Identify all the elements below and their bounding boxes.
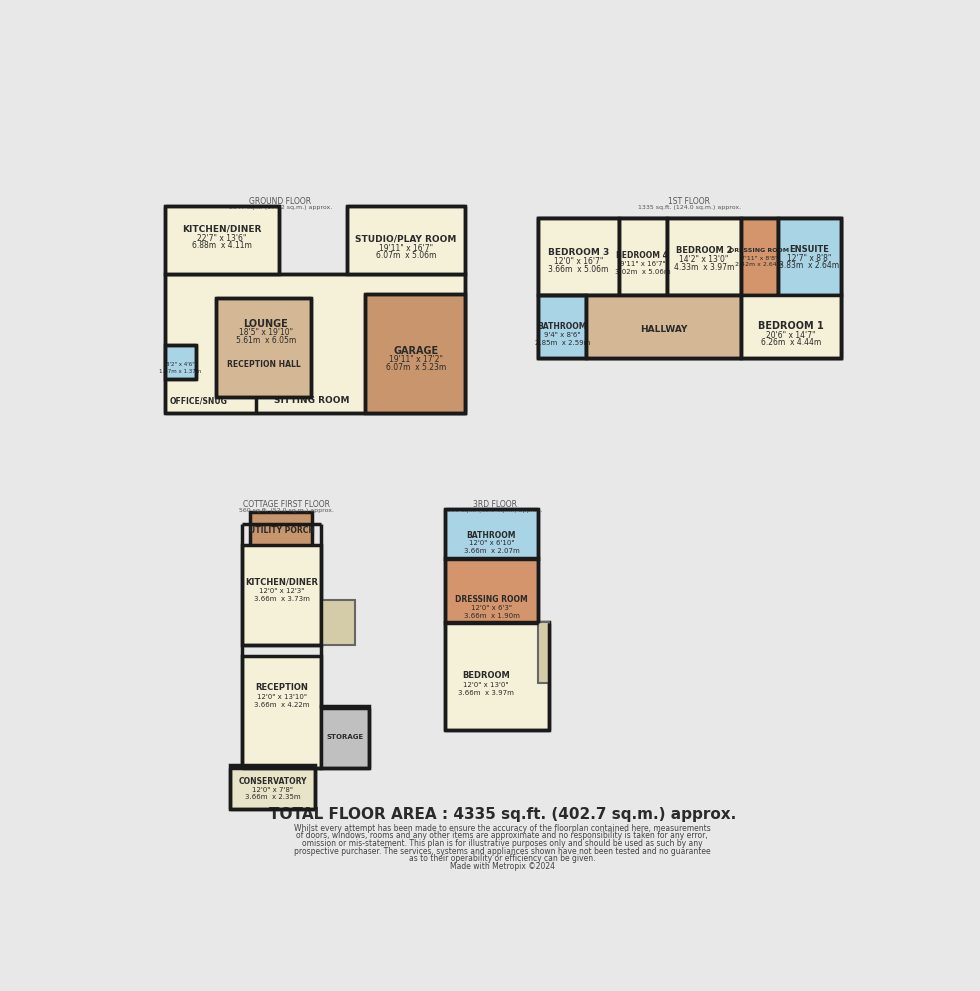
Text: 22'7" x 13'6": 22'7" x 13'6" — [197, 234, 247, 243]
Text: BATHROOM: BATHROOM — [466, 531, 516, 540]
Text: GROUND FLOOR: GROUND FLOOR — [250, 197, 312, 206]
Text: Made with Metropix ©2024: Made with Metropix ©2024 — [450, 862, 555, 871]
Bar — [445, 621, 549, 729]
Bar — [347, 206, 465, 274]
Bar — [321, 707, 369, 768]
Text: BEDROOM 4: BEDROOM 4 — [616, 251, 668, 260]
Text: KITCHEN/DINER: KITCHEN/DINER — [246, 577, 318, 587]
Text: 18'5" x 19'10": 18'5" x 19'10" — [239, 328, 293, 338]
Bar — [445, 558, 538, 623]
Text: 7'11" x 8'8": 7'11" x 8'8" — [741, 256, 778, 261]
Text: 4.33m  x 3.97m: 4.33m x 3.97m — [674, 263, 734, 273]
Text: 3.66m  x 4.22m: 3.66m x 4.22m — [254, 702, 310, 708]
Text: 6.07m  x 5.06m: 6.07m x 5.06m — [375, 252, 436, 261]
Text: 9'4" x 8'6": 9'4" x 8'6" — [544, 332, 580, 338]
Text: 19'11" x 17'2": 19'11" x 17'2" — [389, 356, 443, 365]
Text: OFFICE/SNUG: OFFICE/SNUG — [170, 396, 227, 405]
Bar — [741, 295, 841, 358]
Bar — [538, 295, 586, 358]
Text: BEDROOM 3: BEDROOM 3 — [548, 248, 610, 257]
Text: 5.61m  x 6.05m: 5.61m x 6.05m — [236, 336, 296, 345]
Text: ENSUITE: ENSUITE — [790, 245, 829, 254]
Text: of doors, windows, rooms and any other items are approximate and no responsibili: of doors, windows, rooms and any other i… — [296, 831, 709, 840]
Text: 12'0" x 6'10": 12'0" x 6'10" — [468, 540, 514, 546]
Text: 3.66m  x 3.73m: 3.66m x 3.73m — [254, 596, 310, 602]
Text: TOTAL FLOOR AREA : 4335 sq.ft. (402.7 sq.m.) approx.: TOTAL FLOOR AREA : 4335 sq.ft. (402.7 sq… — [269, 807, 736, 822]
Text: 1335 sq.ft. (124.0 sq.m.) approx.: 1335 sq.ft. (124.0 sq.m.) approx. — [638, 205, 741, 210]
Text: 19'11" x 16'7": 19'11" x 16'7" — [379, 244, 433, 253]
Text: 12'7" x 8'8": 12'7" x 8'8" — [787, 254, 832, 263]
Text: 8'2" x 4'6": 8'2" x 4'6" — [166, 362, 195, 367]
Text: 12'0" x 12'3": 12'0" x 12'3" — [260, 588, 305, 594]
Text: 560 sq.ft. (52.0 sq.m.) approx.: 560 sq.ft. (52.0 sq.m.) approx. — [239, 508, 334, 513]
Bar — [251, 511, 312, 547]
Text: STORAGE: STORAGE — [326, 734, 364, 740]
Text: DRESSING ROOM: DRESSING ROOM — [729, 248, 790, 253]
Text: 3.66m  x 2.35m: 3.66m x 2.35m — [245, 794, 301, 800]
Bar — [741, 218, 778, 295]
Bar — [230, 765, 316, 809]
Text: 12'0" x 16'7": 12'0" x 16'7" — [554, 257, 603, 266]
Text: 6.88m  x 4.11m: 6.88m x 4.11m — [192, 242, 252, 251]
Bar — [538, 621, 549, 684]
Text: 12'0" x 13'10": 12'0" x 13'10" — [257, 694, 307, 701]
Bar — [538, 218, 841, 358]
Text: as to their operability or efficiency can be given.: as to their operability or efficiency ca… — [409, 854, 596, 863]
Text: omission or mis-statement. This plan is for illustrative purposes only and shoul: omission or mis-statement. This plan is … — [302, 839, 703, 848]
Bar — [242, 656, 321, 768]
Bar — [165, 345, 196, 380]
Text: LOUNGE: LOUNGE — [243, 319, 288, 329]
Text: 12'0" x 13'0": 12'0" x 13'0" — [464, 682, 509, 688]
Text: 9'11" x 16'7": 9'11" x 16'7" — [619, 262, 665, 268]
Text: BATHROOM: BATHROOM — [538, 321, 587, 331]
Text: STUDIO/PLAY ROOM: STUDIO/PLAY ROOM — [356, 235, 457, 244]
Bar — [321, 601, 355, 645]
Bar — [538, 218, 618, 295]
Bar — [216, 298, 312, 396]
Text: RECEPTION: RECEPTION — [256, 684, 309, 693]
Text: 1.67m x 1.37m: 1.67m x 1.37m — [160, 369, 202, 374]
Text: 20'6" x 14'7": 20'6" x 14'7" — [766, 331, 815, 340]
Text: 12'0" x 7'8": 12'0" x 7'8" — [252, 787, 293, 793]
Text: 3.66m  x 1.90m: 3.66m x 1.90m — [464, 612, 519, 618]
Text: 6.26m  x 4.44m: 6.26m x 4.44m — [760, 339, 821, 348]
Text: 12'0" x 6'3": 12'0" x 6'3" — [471, 605, 512, 610]
Text: SITTING ROOM: SITTING ROOM — [274, 396, 350, 405]
Text: 2047 sq.ft. (190.2 sq.m.) approx.: 2047 sq.ft. (190.2 sq.m.) approx. — [229, 205, 332, 210]
Text: 3.83m  x 2.64m: 3.83m x 2.64m — [779, 262, 840, 271]
Text: 393 sq.ft. (36.5 sq.m.) approx.: 393 sq.ft. (36.5 sq.m.) approx. — [447, 508, 542, 513]
Text: Whilst every attempt has been made to ensure the accuracy of the floorplan conta: Whilst every attempt has been made to en… — [294, 824, 710, 832]
Text: GARAGE: GARAGE — [393, 346, 439, 356]
Text: KITCHEN/DINER: KITCHEN/DINER — [182, 225, 262, 234]
Text: 2.85m  x 2.59m: 2.85m x 2.59m — [535, 340, 590, 346]
Text: COTTAGE FIRST FLOOR: COTTAGE FIRST FLOOR — [243, 500, 330, 509]
Text: 3.66m  x 2.07m: 3.66m x 2.07m — [464, 548, 519, 554]
Text: 2.42m x 2.64m: 2.42m x 2.64m — [736, 262, 783, 267]
Text: BEDROOM 2: BEDROOM 2 — [676, 246, 732, 255]
Text: UTILITY PORCH: UTILITY PORCH — [249, 525, 315, 534]
Text: HALLWAY: HALLWAY — [640, 325, 688, 334]
Bar — [618, 218, 667, 295]
Text: 3.66m  x 3.97m: 3.66m x 3.97m — [458, 690, 514, 696]
Text: DRESSING ROOM: DRESSING ROOM — [455, 595, 528, 604]
Text: 6.07m  x 5.23m: 6.07m x 5.23m — [386, 363, 446, 373]
Bar — [778, 218, 841, 295]
Text: 14'2" x 13'0": 14'2" x 13'0" — [679, 256, 729, 265]
Text: CONSERVATORY: CONSERVATORY — [238, 777, 307, 787]
Text: BEDROOM 1: BEDROOM 1 — [759, 321, 824, 331]
Bar — [366, 293, 466, 413]
Text: 3RD FLOOR: 3RD FLOOR — [472, 500, 516, 509]
Text: 3.02m  x 5.06m: 3.02m x 5.06m — [614, 270, 670, 275]
Text: 1ST FLOOR: 1ST FLOOR — [668, 197, 710, 206]
Bar — [445, 508, 538, 559]
Text: BEDROOM: BEDROOM — [463, 671, 510, 680]
Bar — [586, 295, 741, 358]
Bar — [165, 274, 466, 413]
Text: 3.66m  x 5.06m: 3.66m x 5.06m — [548, 265, 609, 274]
Bar — [242, 545, 321, 645]
Text: RECEPTION HALL: RECEPTION HALL — [226, 360, 301, 369]
Text: prospective purchaser. The services, systems and appliances shown have not been : prospective purchaser. The services, sys… — [294, 846, 710, 855]
Bar — [165, 206, 279, 274]
Bar — [667, 218, 741, 295]
